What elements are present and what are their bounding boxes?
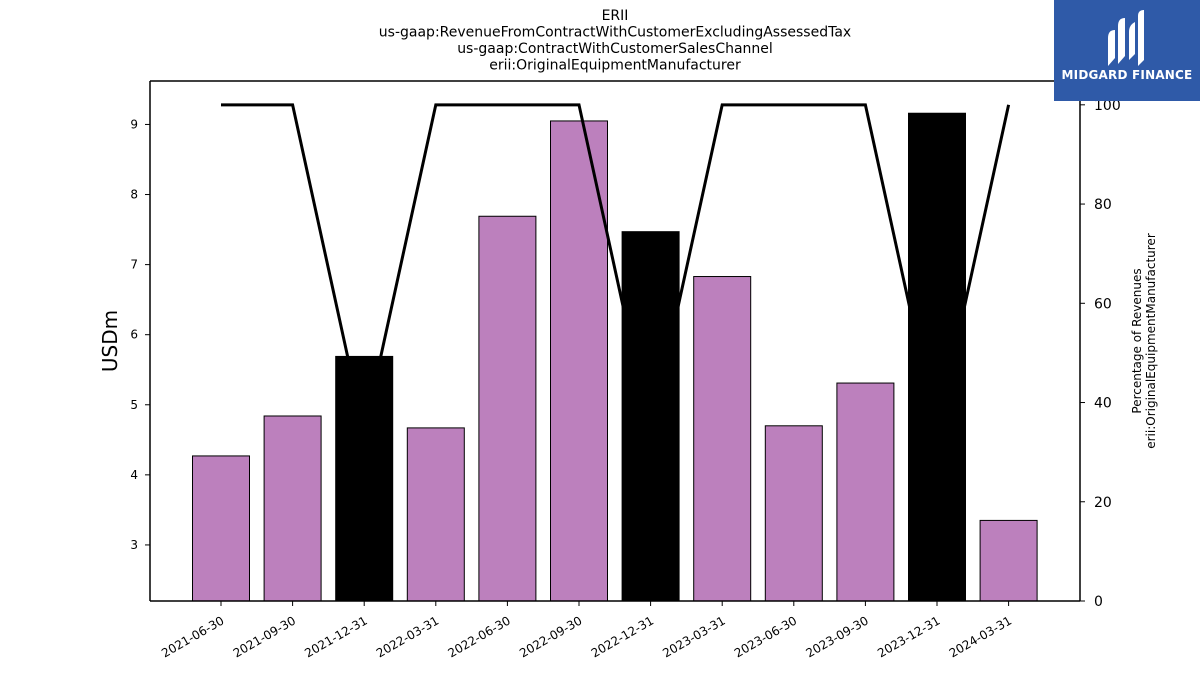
- x-tick-label: 2022-03-31: [374, 613, 441, 660]
- bar-2023-06-30: [764, 425, 823, 602]
- x-tick-label: 2022-06-30: [445, 613, 512, 660]
- bar-2024-03-31: [979, 519, 1038, 602]
- bars: [192, 112, 1038, 602]
- bar-2023-09-30: [836, 382, 895, 602]
- y-tick-label: 6: [130, 328, 138, 342]
- x-tick-label: 2022-09-30: [517, 613, 584, 660]
- bar-2023-12-31: [908, 112, 966, 602]
- bar-2023-03-31: [693, 276, 752, 602]
- x-tick-label: 2023-03-31: [660, 613, 727, 660]
- y2-tick-label: 80: [1094, 197, 1112, 213]
- y-tick-label: 9: [130, 117, 138, 131]
- y2-tick-label: 60: [1094, 296, 1112, 312]
- plot-frame: [149, 80, 1081, 602]
- chart-title-line: us-gaap:ContractWithCustomerSalesChannel: [457, 41, 773, 57]
- x-tick-label: 2023-09-30: [803, 613, 870, 660]
- y-tick-label: 4: [130, 468, 138, 482]
- y-tick-label: 5: [130, 398, 138, 412]
- x-tick-label: 2023-06-30: [732, 613, 799, 660]
- y-tick-label: 7: [130, 258, 138, 272]
- chart-title-line: erii:OriginalEquipmentManufacturer: [489, 58, 741, 74]
- chart-title: ERIIus-gaap:RevenueFromContractWithCusto…: [379, 8, 851, 74]
- chart-title-line: ERII: [602, 8, 629, 24]
- y2-tick-label: 0: [1094, 594, 1103, 610]
- y-tick-label: 3: [130, 538, 138, 552]
- bar-2022-12-31: [621, 231, 680, 602]
- x-tick-label: 2021-09-30: [231, 613, 298, 660]
- bar-2022-09-30: [550, 120, 608, 602]
- x-tick-label: 2024-03-31: [947, 613, 1014, 660]
- y2-tick-label: 100: [1094, 98, 1121, 114]
- y2-axis-label-line: erii:OriginalEquipmentManufacturer: [1144, 233, 1158, 449]
- bar-2022-03-31: [406, 427, 465, 602]
- x-tick-label: 2021-06-30: [159, 613, 226, 660]
- y2-tick-label: 20: [1094, 495, 1112, 511]
- x-tick-label: 2023-12-31: [875, 613, 942, 660]
- y-tick-label: 8: [130, 188, 138, 202]
- y-axis-right: 0 20 40 60 80 100: [1080, 98, 1121, 610]
- y-axis-left: 3 4 5 6 7 8 9: [130, 117, 150, 552]
- bar-2021-12-31: [335, 355, 394, 602]
- bar-2022-06-30: [478, 215, 537, 602]
- x-tick-label: 2022-12-31: [589, 613, 656, 660]
- bar-2021-06-30: [192, 455, 250, 602]
- percentage-line: [221, 103, 1011, 433]
- y-axis-label: USDm: [98, 310, 122, 372]
- logo-text: MIDGARD FINANCE: [1061, 68, 1193, 82]
- midgard-finance-logo-icon: [1108, 10, 1144, 66]
- x-tick-label: 2021-12-31: [302, 613, 369, 660]
- y2-axis-label-line: Percentage of Revenues: [1130, 268, 1144, 413]
- y2-tick-label: 40: [1094, 396, 1112, 412]
- midgard-finance-logo: MIDGARD FINANCE: [1054, 0, 1200, 101]
- bar-2021-09-30: [263, 415, 322, 602]
- x-axis: 2021-06-30 2021-09-30 2021-12-31 2022-03-31…: [159, 601, 1014, 660]
- percentage-line-series: [221, 103, 1011, 433]
- chart-title-line: us-gaap:RevenueFromContractWithCustomerE…: [379, 25, 851, 41]
- axis-labels: USDm Percentage of Revenues erii:OriginalE…: [98, 233, 1158, 449]
